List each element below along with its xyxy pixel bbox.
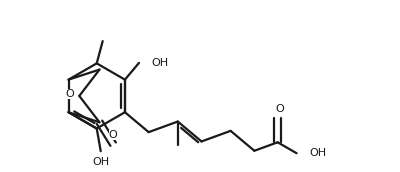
Text: OH: OH — [309, 148, 326, 158]
Text: OH: OH — [92, 157, 109, 167]
Text: O: O — [65, 89, 74, 99]
Text: O: O — [275, 104, 284, 114]
Text: O: O — [109, 130, 118, 141]
Text: OH: OH — [152, 58, 169, 68]
